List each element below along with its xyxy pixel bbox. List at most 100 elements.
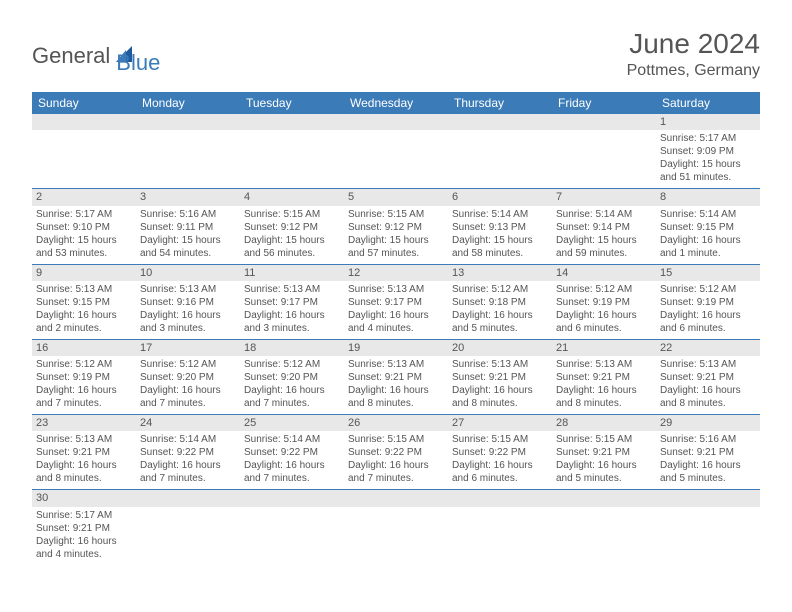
sunset-text: Sunset: 9:22 PM xyxy=(452,446,548,459)
sunrise-text: Sunrise: 5:16 AM xyxy=(140,208,236,221)
day-number: 7 xyxy=(552,189,656,205)
sunset-text: Sunset: 9:21 PM xyxy=(348,371,444,384)
sunrise-text: Sunrise: 5:15 AM xyxy=(556,433,652,446)
calendar-day-cell xyxy=(240,490,344,565)
calendar-day-cell xyxy=(344,490,448,565)
day-number xyxy=(448,114,552,130)
day-number xyxy=(344,490,448,506)
sunrise-text: Sunrise: 5:13 AM xyxy=(36,283,132,296)
daylight-text: Daylight: 16 hours and 5 minutes. xyxy=(660,459,756,485)
sunrise-text: Sunrise: 5:13 AM xyxy=(348,283,444,296)
day-number: 18 xyxy=(240,340,344,356)
daylight-text: Daylight: 16 hours and 7 minutes. xyxy=(36,384,132,410)
daylight-text: Daylight: 16 hours and 7 minutes. xyxy=(244,459,340,485)
day-number xyxy=(240,114,344,130)
sunset-text: Sunset: 9:15 PM xyxy=(36,296,132,309)
day-number: 15 xyxy=(656,265,760,281)
day-number xyxy=(344,114,448,130)
daylight-text: Daylight: 16 hours and 7 minutes. xyxy=(348,459,444,485)
day-number: 25 xyxy=(240,415,344,431)
sunset-text: Sunset: 9:21 PM xyxy=(452,371,548,384)
sunrise-text: Sunrise: 5:15 AM xyxy=(348,433,444,446)
sunset-text: Sunset: 9:17 PM xyxy=(244,296,340,309)
day-number: 29 xyxy=(656,415,760,431)
title-block: June 2024 Pottmes, Germany xyxy=(627,28,760,80)
sunset-text: Sunset: 9:21 PM xyxy=(36,446,132,459)
calendar-day-cell: 17Sunrise: 5:12 AMSunset: 9:20 PMDayligh… xyxy=(136,339,240,414)
day-number: 19 xyxy=(344,340,448,356)
daylight-text: Daylight: 15 hours and 56 minutes. xyxy=(244,234,340,260)
calendar-day-cell: 6Sunrise: 5:14 AMSunset: 9:13 PMDaylight… xyxy=(448,189,552,264)
calendar-day-cell: 4Sunrise: 5:15 AMSunset: 9:12 PMDaylight… xyxy=(240,189,344,264)
sunset-text: Sunset: 9:20 PM xyxy=(244,371,340,384)
daylight-text: Daylight: 16 hours and 2 minutes. xyxy=(36,309,132,335)
day-number: 17 xyxy=(136,340,240,356)
calendar-day-cell: 19Sunrise: 5:13 AMSunset: 9:21 PMDayligh… xyxy=(344,339,448,414)
daylight-text: Daylight: 16 hours and 1 minute. xyxy=(660,234,756,260)
daylight-text: Daylight: 16 hours and 3 minutes. xyxy=(140,309,236,335)
month-title: June 2024 xyxy=(627,28,760,60)
daylight-text: Daylight: 15 hours and 58 minutes. xyxy=(452,234,548,260)
calendar-day-cell: 28Sunrise: 5:15 AMSunset: 9:21 PMDayligh… xyxy=(552,415,656,490)
sunset-text: Sunset: 9:10 PM xyxy=(36,221,132,234)
calendar-day-cell: 16Sunrise: 5:12 AMSunset: 9:19 PMDayligh… xyxy=(32,339,136,414)
calendar-day-cell: 9 Sunrise: 5:13 AMSunset: 9:15 PMDaylight… xyxy=(32,264,136,339)
calendar-day-cell: 23Sunrise: 5:13 AMSunset: 9:21 PMDayligh… xyxy=(32,415,136,490)
day-number: 9 xyxy=(32,265,136,281)
day-number: 27 xyxy=(448,415,552,431)
day-number xyxy=(656,490,760,506)
sunset-text: Sunset: 9:12 PM xyxy=(348,221,444,234)
sunrise-text: Sunrise: 5:12 AM xyxy=(556,283,652,296)
day-number: 10 xyxy=(136,265,240,281)
daylight-text: Daylight: 16 hours and 7 minutes. xyxy=(140,384,236,410)
sunset-text: Sunset: 9:22 PM xyxy=(244,446,340,459)
brand-text-accent: Blue xyxy=(116,50,160,75)
calendar-day-cell xyxy=(240,114,344,189)
sunrise-text: Sunrise: 5:13 AM xyxy=(556,358,652,371)
sunset-text: Sunset: 9:18 PM xyxy=(452,296,548,309)
calendar-day-cell: 30Sunrise: 5:17 AMSunset: 9:21 PMDayligh… xyxy=(32,490,136,565)
day-number: 8 xyxy=(656,189,760,205)
calendar-week-row: 23Sunrise: 5:13 AMSunset: 9:21 PMDayligh… xyxy=(32,415,760,490)
daylight-text: Daylight: 16 hours and 7 minutes. xyxy=(244,384,340,410)
sunset-text: Sunset: 9:22 PM xyxy=(140,446,236,459)
day-number: 24 xyxy=(136,415,240,431)
sunrise-text: Sunrise: 5:15 AM xyxy=(452,433,548,446)
day-number xyxy=(136,490,240,506)
daylight-text: Daylight: 16 hours and 8 minutes. xyxy=(660,384,756,410)
sunrise-text: Sunrise: 5:15 AM xyxy=(348,208,444,221)
daylight-text: Daylight: 15 hours and 51 minutes. xyxy=(660,158,756,184)
day-number xyxy=(136,114,240,130)
day-number: 14 xyxy=(552,265,656,281)
calendar-day-cell: 18Sunrise: 5:12 AMSunset: 9:20 PMDayligh… xyxy=(240,339,344,414)
daylight-text: Daylight: 16 hours and 4 minutes. xyxy=(348,309,444,335)
sunrise-text: Sunrise: 5:12 AM xyxy=(452,283,548,296)
calendar-day-cell xyxy=(448,490,552,565)
day-number: 6 xyxy=(448,189,552,205)
day-number xyxy=(32,114,136,130)
sunrise-text: Sunrise: 5:13 AM xyxy=(36,433,132,446)
sunset-text: Sunset: 9:09 PM xyxy=(660,145,756,158)
day-number: 13 xyxy=(448,265,552,281)
calendar-day-cell xyxy=(344,114,448,189)
sunset-text: Sunset: 9:20 PM xyxy=(140,371,236,384)
day-number xyxy=(552,490,656,506)
calendar-day-cell: 15Sunrise: 5:12 AMSunset: 9:19 PMDayligh… xyxy=(656,264,760,339)
sunrise-text: Sunrise: 5:17 AM xyxy=(36,509,132,522)
weekday-header: Monday xyxy=(136,92,240,114)
weekday-header: Saturday xyxy=(656,92,760,114)
calendar-day-cell: 24Sunrise: 5:14 AMSunset: 9:22 PMDayligh… xyxy=(136,415,240,490)
sunset-text: Sunset: 9:11 PM xyxy=(140,221,236,234)
sunset-text: Sunset: 9:19 PM xyxy=(36,371,132,384)
calendar-day-cell xyxy=(552,490,656,565)
daylight-text: Daylight: 16 hours and 6 minutes. xyxy=(556,309,652,335)
calendar-day-cell: 27Sunrise: 5:15 AMSunset: 9:22 PMDayligh… xyxy=(448,415,552,490)
daylight-text: Daylight: 16 hours and 8 minutes. xyxy=(452,384,548,410)
sunrise-text: Sunrise: 5:13 AM xyxy=(244,283,340,296)
day-number: 1 xyxy=(656,114,760,130)
calendar-day-cell xyxy=(552,114,656,189)
day-number: 26 xyxy=(344,415,448,431)
weekday-row: Sunday Monday Tuesday Wednesday Thursday… xyxy=(32,92,760,114)
sunrise-text: Sunrise: 5:14 AM xyxy=(660,208,756,221)
sunrise-text: Sunrise: 5:14 AM xyxy=(244,433,340,446)
